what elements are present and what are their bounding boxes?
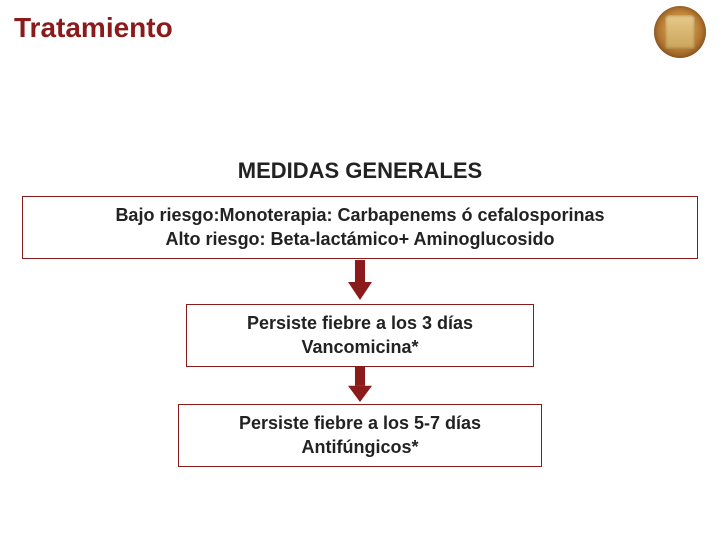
flow-box-5-7days: Persiste fiebre a los 5-7 días Antifúngi… [178,404,542,467]
box2-line2: Vancomicina* [197,335,523,359]
flow-box-risk: Bajo riesgo:Monoterapia: Carbapenems ó c… [22,196,698,259]
flow-arrow-2 [348,366,372,402]
box1-line1: Bajo riesgo:Monoterapia: Carbapenems ó c… [33,203,687,227]
page-title: Tratamiento [14,12,173,44]
section-heading: MEDIDAS GENERALES [0,158,720,184]
seal-logo [654,6,706,58]
box3-line1: Persiste fiebre a los 5-7 días [189,411,531,435]
seal-inner [665,15,695,49]
flow-box-3days: Persiste fiebre a los 3 días Vancomicina… [186,304,534,367]
flow-arrow-1 [348,260,372,300]
box1-line2: Alto riesgo: Beta-lactámico+ Aminoglucos… [33,227,687,251]
box3-line2: Antifúngicos* [189,435,531,459]
box2-line1: Persiste fiebre a los 3 días [197,311,523,335]
